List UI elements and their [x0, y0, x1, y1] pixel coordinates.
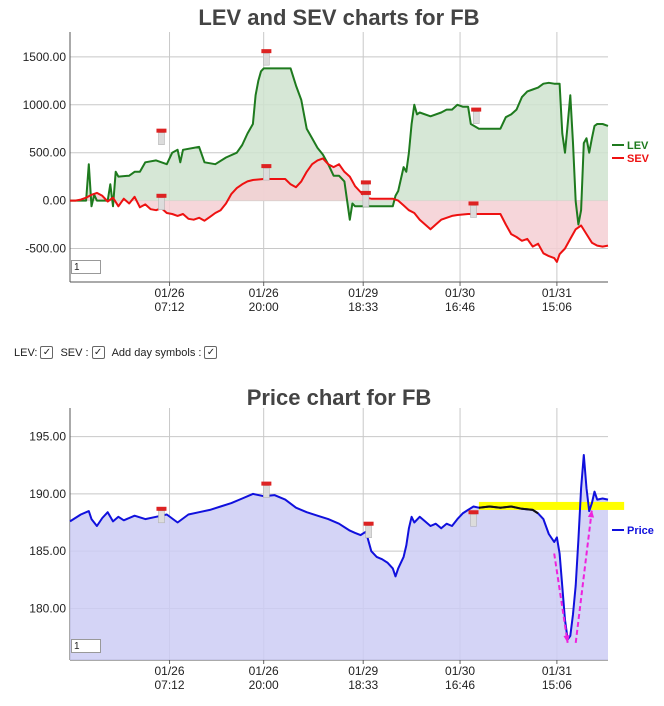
day-flag-marker	[468, 201, 479, 206]
day-flag-post	[158, 197, 165, 211]
x-tick-label-date: 01/30	[445, 664, 475, 678]
day-flag-marker	[468, 510, 479, 515]
x-tick-label-date: 01/29	[348, 286, 378, 300]
day-flag-post	[158, 132, 165, 145]
day-flag-post	[365, 525, 372, 538]
lev-zoom-input[interactable]: 1	[71, 260, 101, 274]
x-tick-label-date: 01/30	[445, 286, 475, 300]
chart-title: LEV and SEV charts for FB	[198, 5, 479, 30]
day-flag-marker	[360, 180, 371, 185]
series-line	[69, 454, 609, 641]
x-tick-label-date: 01/26	[155, 664, 185, 678]
y-tick-label: 195.00	[29, 430, 66, 444]
x-tick-label-time: 07:12	[155, 300, 185, 314]
y-tick-label: 185.00	[29, 544, 66, 558]
day-flag-post	[263, 167, 270, 181]
day-flag-marker	[156, 128, 167, 133]
highlight-line	[478, 505, 539, 515]
legend-label: LEV	[627, 140, 649, 152]
x-tick-label-date: 01/31	[542, 664, 572, 678]
y-tick-label: 500.00	[29, 146, 66, 160]
legend-label: Price	[627, 525, 654, 537]
y-tick-label: 190.00	[29, 487, 66, 501]
sev-toggle-label: SEV :	[60, 346, 89, 359]
day-flag-post	[470, 513, 477, 527]
legend-label: SEV	[627, 153, 650, 165]
day-flag-post	[263, 52, 270, 66]
day-symbols-checkbox[interactable]: ✓	[204, 346, 218, 359]
series-area	[70, 158, 608, 262]
day-flag-marker	[156, 193, 167, 198]
series-line	[70, 67, 609, 226]
lev-toggle-label: LEV:	[14, 346, 38, 359]
trend-arrow-head	[587, 509, 595, 518]
lev-checkbox[interactable]: ✓	[40, 346, 54, 359]
x-tick-label-time: 20:00	[249, 678, 279, 692]
chart-title: Price chart for FB	[247, 385, 432, 410]
series-line	[70, 157, 609, 263]
y-tick-label: 1000.00	[23, 98, 67, 112]
day-flag-marker	[261, 481, 272, 486]
day-flag-marker	[261, 49, 272, 54]
day-flag-marker	[156, 506, 167, 511]
day-flag-post	[158, 510, 165, 524]
x-tick-label-time: 15:06	[542, 300, 572, 314]
x-tick-label-date: 01/26	[249, 664, 279, 678]
day-flag-marker	[471, 107, 482, 112]
y-tick-label: 0.00	[43, 194, 67, 208]
day-flag-marker	[360, 190, 371, 195]
series-area	[70, 68, 608, 225]
x-tick-label-time: 18:33	[348, 300, 378, 314]
day-flag-post	[362, 194, 370, 208]
day-flag-post	[470, 205, 477, 218]
x-tick-label-time: 15:06	[542, 678, 572, 692]
lev-sev-chart: LEV and SEV charts for FB 1500.00 1000.00 5…	[23, 5, 650, 314]
sev-checkbox[interactable]: ✓	[91, 346, 105, 359]
trend-arrow-head	[563, 635, 570, 643]
chart-controls: LEV: ✓ SEV : ✓ Add day symbols : ✓	[14, 346, 221, 359]
x-tick-label-date: 01/31	[542, 286, 572, 300]
x-tick-label-time: 16:46	[445, 678, 475, 692]
y-tick-label: 1500.00	[23, 50, 67, 64]
day-flag-marker	[261, 164, 272, 169]
x-tick-label-time: 18:33	[348, 678, 378, 692]
series-area	[70, 455, 608, 660]
x-tick-label-date: 01/26	[155, 286, 185, 300]
highlight-band	[478, 501, 625, 510]
x-tick-label-time: 07:12	[155, 678, 185, 692]
trend-arrow	[553, 553, 569, 643]
y-tick-label: -500.00	[25, 241, 66, 255]
day-flag-post	[263, 485, 270, 498]
day-flag-marker	[363, 521, 374, 526]
day-symbols-label: Add day symbols :	[111, 346, 202, 359]
price-chart: Price chart for FB 195.00 190.00 185.00 180.…	[29, 385, 654, 692]
price-zoom-input[interactable]: 1	[71, 639, 101, 653]
x-tick-label-date: 01/26	[249, 286, 279, 300]
x-tick-label-time: 16:46	[445, 300, 475, 314]
trend-arrow	[574, 509, 593, 643]
x-tick-label-time: 20:00	[249, 300, 279, 314]
y-tick-label: 180.00	[29, 601, 66, 615]
day-flag-post	[472, 111, 480, 124]
x-tick-label-date: 01/29	[348, 664, 378, 678]
